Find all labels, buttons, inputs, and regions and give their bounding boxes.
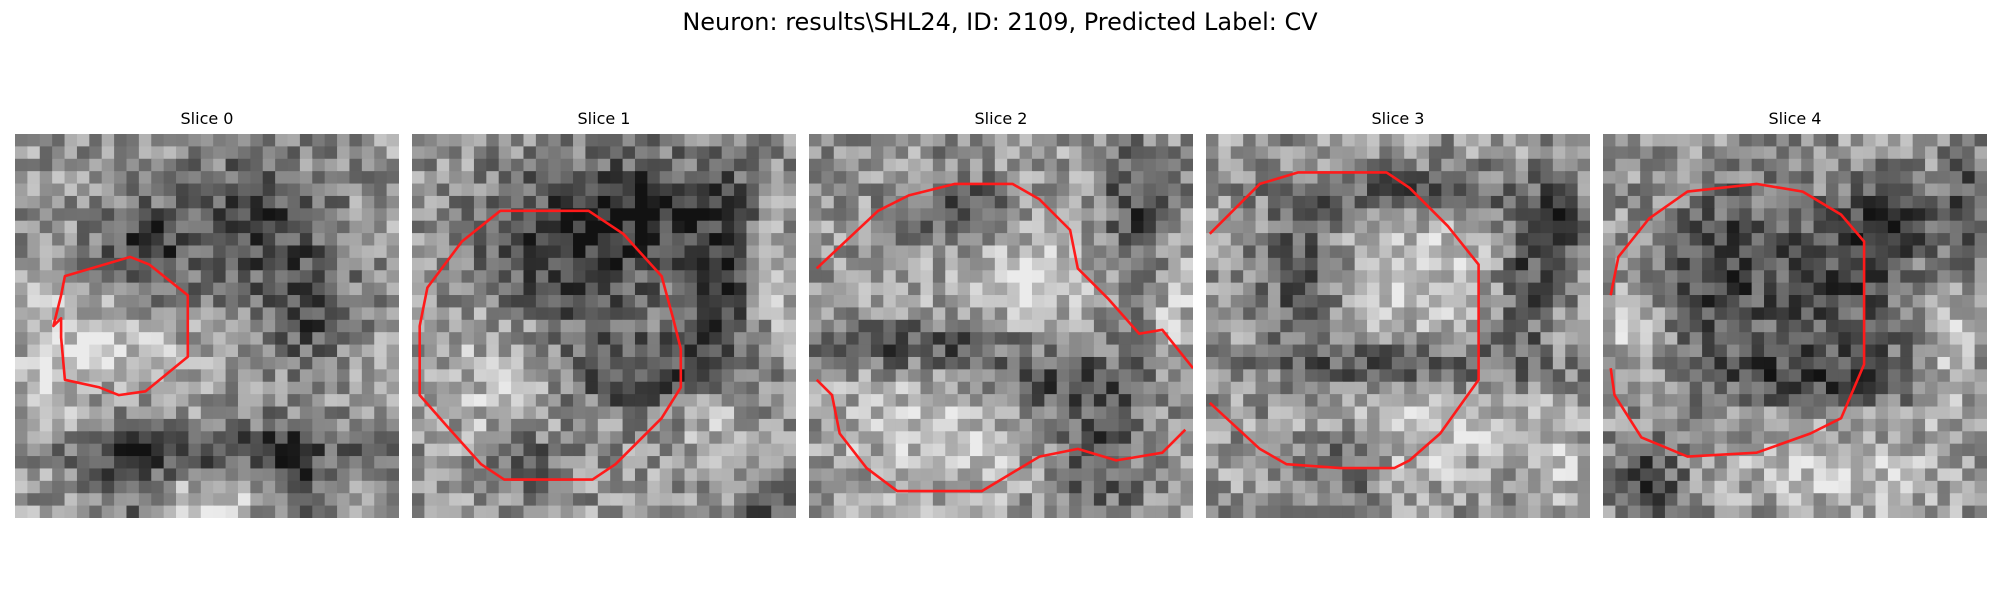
contour-outline bbox=[815, 378, 1187, 493]
slice-panel-3: Slice 3 bbox=[1206, 108, 1590, 518]
contour-outline bbox=[418, 209, 683, 481]
contour-outline bbox=[52, 255, 190, 397]
slice-title: Slice 3 bbox=[1371, 109, 1425, 128]
slice-panel-4: Slice 4 bbox=[1603, 108, 1987, 518]
contour-outline bbox=[815, 182, 1193, 370]
slice-title: Slice 4 bbox=[1768, 109, 1822, 128]
slice-image bbox=[1603, 134, 1987, 518]
slice-panel-0: Slice 0 bbox=[15, 108, 399, 518]
slice-image bbox=[412, 134, 796, 518]
slice-panel-2: Slice 2 bbox=[809, 108, 1193, 518]
contour-outline bbox=[1609, 182, 1866, 458]
slice-panel-1: Slice 1 bbox=[412, 108, 796, 518]
slice-title: Slice 2 bbox=[974, 109, 1028, 128]
slice-image bbox=[809, 134, 1193, 518]
slice-image bbox=[1206, 134, 1590, 518]
slice-title: Slice 1 bbox=[577, 109, 631, 128]
contour-outline bbox=[1208, 171, 1480, 470]
slice-image bbox=[15, 134, 399, 518]
figure-title: Neuron: results\SHL24, ID: 2109, Predict… bbox=[682, 8, 1318, 36]
slice-title: Slice 0 bbox=[180, 109, 234, 128]
